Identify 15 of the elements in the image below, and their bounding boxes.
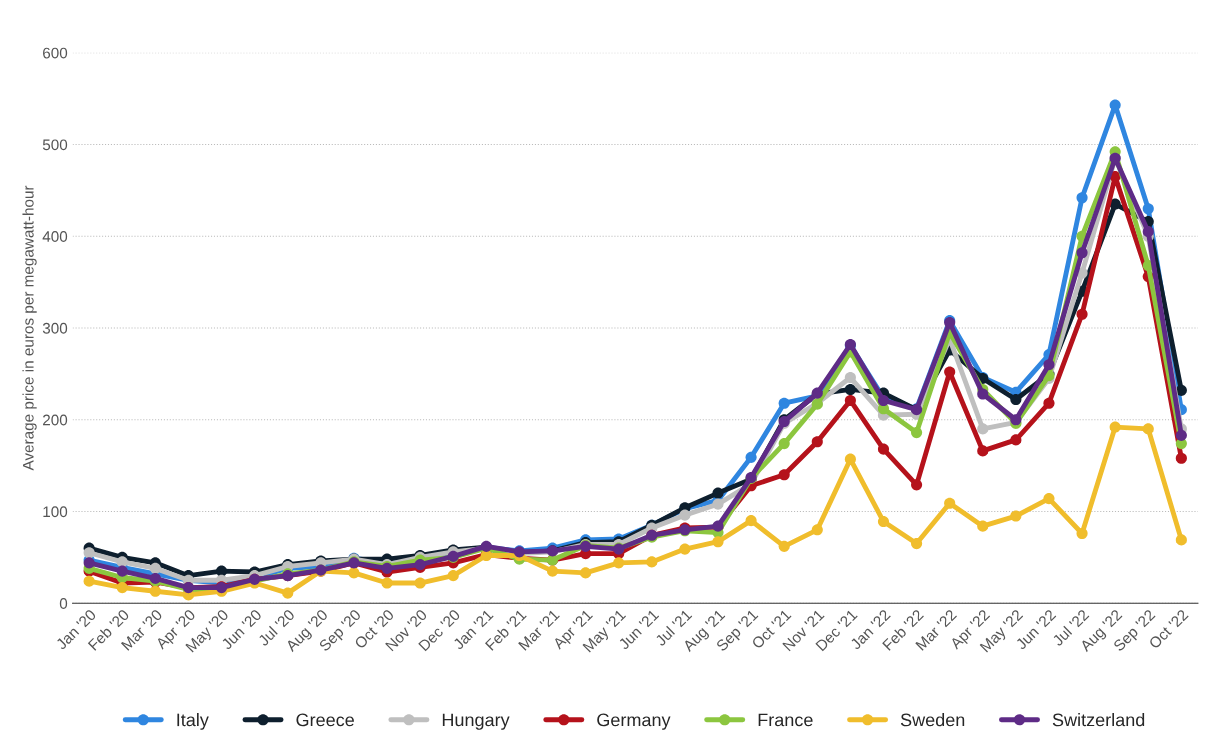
- legend-label: Switzerland: [1052, 713, 1145, 727]
- legend-label: Germany: [597, 713, 671, 730]
- y-tick-label: 100: [43, 506, 68, 518]
- legend-label: France: [758, 713, 813, 727]
- legend-label: Hungary: [442, 713, 510, 730]
- y-tick-label: 200: [43, 414, 68, 426]
- y-axis-title: Average price in euros per megawatt-hour: [22, 185, 37, 471]
- y-tick-label: 400: [42, 231, 68, 242]
- y-tick-label: 500: [42, 139, 68, 151]
- legend-label: Greece: [296, 713, 354, 727]
- y-tick-label: 300: [42, 322, 68, 334]
- y-tick-label: 0: [59, 598, 68, 609]
- legend-label: Sweden: [900, 713, 965, 727]
- legend-label: Italy: [177, 713, 209, 730]
- y-tick-label: 600: [43, 47, 68, 59]
